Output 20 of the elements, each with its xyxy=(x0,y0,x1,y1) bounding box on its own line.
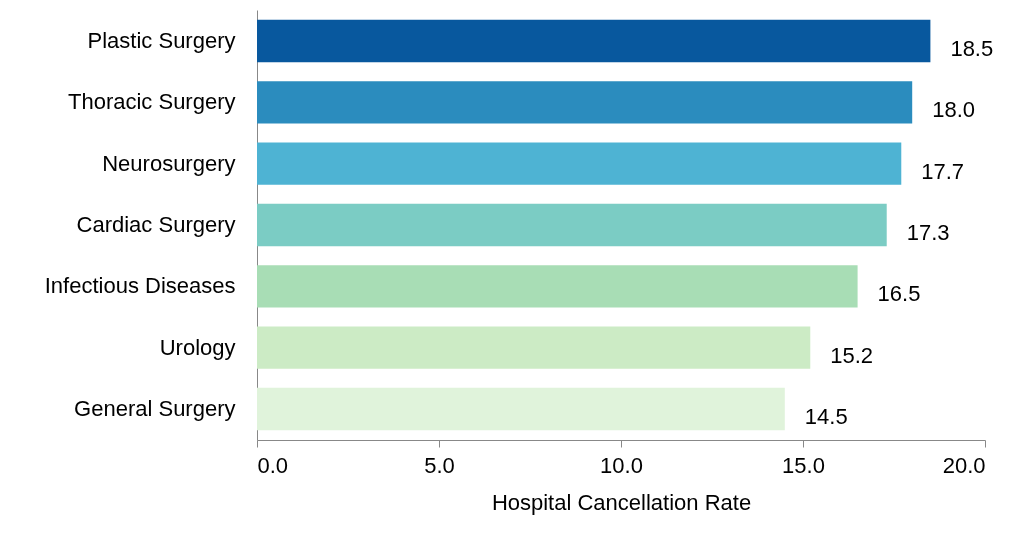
y-tick-label: Neurosurgery xyxy=(102,150,236,176)
data-label: 14.5 xyxy=(804,404,848,430)
data-label: 15.2 xyxy=(830,342,874,368)
y-tick-label: Plastic Surgery xyxy=(87,27,236,53)
data-label: 18.0 xyxy=(932,97,976,123)
y-tick-label: Thoracic Surgery xyxy=(67,89,236,115)
x-tick-label: 10.0 xyxy=(600,452,643,478)
data-label: 16.5 xyxy=(877,281,921,307)
x-tick-label: 15.0 xyxy=(782,452,825,478)
y-tick-label: Infectious Diseases xyxy=(44,273,236,299)
x-tick-label: 0.0 xyxy=(257,452,289,478)
x-axis-title: Hospital Cancellation Rate xyxy=(491,489,752,515)
x-tick-label: 5.0 xyxy=(424,452,455,478)
data-label: 17.7 xyxy=(921,158,965,184)
x-tick-label: 20.0 xyxy=(942,452,986,478)
y-tick-label: Urology xyxy=(159,334,236,360)
y-tick-label: Cardiac Surgery xyxy=(76,212,236,237)
data-label: 17.3 xyxy=(906,220,950,245)
data-label: 18.5 xyxy=(950,35,994,61)
y-tick-label: General Surgery xyxy=(74,396,236,422)
